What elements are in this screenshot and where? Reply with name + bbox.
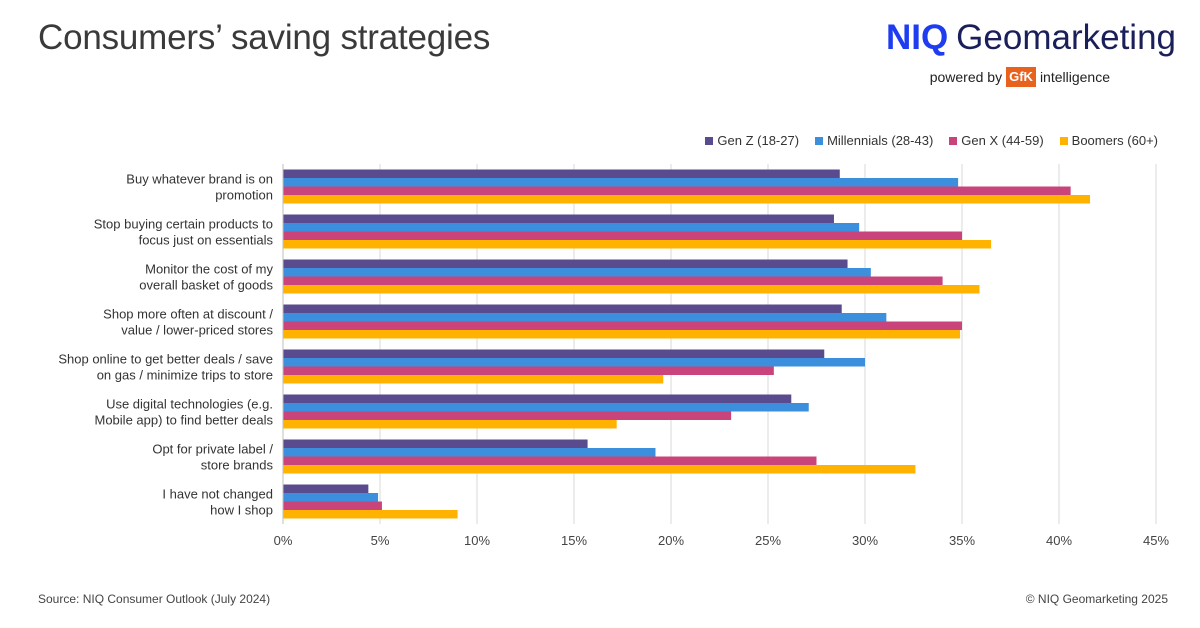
- x-tick-label: 10%: [464, 533, 490, 548]
- bar: [283, 195, 1091, 204]
- y-category-label: on gas / minimize trips to store: [97, 368, 273, 383]
- legend-item: Gen Z (18-27): [705, 133, 799, 148]
- bar: [283, 394, 792, 403]
- bar: [283, 276, 943, 285]
- legend-label: Gen X (44-59): [961, 133, 1044, 148]
- legend-item: Gen X (44-59): [949, 133, 1044, 148]
- x-tick-label: 40%: [1046, 533, 1072, 548]
- x-tick-label: 15%: [561, 533, 587, 548]
- legend-label: Gen Z (18-27): [717, 133, 800, 148]
- legend-swatch: [705, 136, 714, 145]
- bar: [283, 330, 961, 339]
- brand-tagline: powered by GfK intelligence: [886, 67, 1176, 87]
- bar: [283, 313, 887, 322]
- legend-item: Millennials (28-43): [815, 133, 933, 148]
- bar: [283, 366, 774, 375]
- bar: [283, 285, 980, 294]
- y-category-label: store brands: [201, 458, 274, 473]
- chart-legend: Gen Z (18-27) Millennials (28-43) Gen X (4…: [705, 133, 1158, 148]
- bar: [283, 448, 656, 457]
- bar: [283, 484, 369, 493]
- y-category-label: I have not changed: [162, 487, 273, 502]
- legend-swatch: [949, 136, 958, 145]
- bar: [283, 403, 809, 412]
- y-category-label: promotion: [215, 188, 273, 203]
- bar: [283, 214, 834, 223]
- gfk-logo: GfK: [1006, 67, 1036, 87]
- brand-logo: NIQ Geomarketing powered by GfK intellige…: [886, 20, 1176, 87]
- bar: [283, 358, 865, 367]
- legend-item: Boomers (60+): [1059, 133, 1158, 148]
- y-category-label: Mobile app) to find better deals: [95, 413, 274, 428]
- x-tick-label: 0%: [274, 533, 293, 548]
- bar: [283, 411, 732, 420]
- bar: [283, 510, 458, 519]
- x-tick-label: 25%: [755, 533, 781, 548]
- x-tick-label: 45%: [1143, 533, 1169, 548]
- bar: [283, 231, 962, 240]
- bar: [283, 501, 382, 510]
- y-category-label: value / lower-priced stores: [121, 323, 273, 338]
- powered-by-text: powered by: [929, 68, 1003, 85]
- copyright-note: © NIQ Geomarketing 2025: [1025, 592, 1168, 606]
- y-category-label: Buy whatever brand is on: [126, 172, 273, 187]
- bar: [283, 268, 871, 277]
- bar: [283, 465, 916, 474]
- legend-swatch: [1059, 136, 1068, 145]
- brand-wordmark: NIQ Geomarketing: [886, 20, 1176, 55]
- intelligence-text: intelligence: [1039, 68, 1110, 85]
- legend-swatch: [815, 136, 824, 145]
- y-category-label: Shop online to get better deals / save: [58, 352, 273, 367]
- bar: [283, 375, 664, 384]
- bar: [283, 321, 962, 330]
- x-tick-label: 5%: [371, 533, 390, 548]
- bar: [283, 223, 860, 232]
- bar: [283, 178, 959, 187]
- bar: [283, 259, 848, 268]
- y-category-label: Shop more often at discount /: [103, 307, 273, 322]
- bar: [283, 186, 1071, 195]
- bar: [283, 456, 817, 465]
- x-tick-label: 30%: [852, 533, 878, 548]
- brand-niq: NIQ: [885, 18, 949, 57]
- y-category-label: overall basket of goods: [139, 278, 273, 293]
- source-note: Source: NIQ Consumer Outlook (July 2024): [38, 592, 271, 606]
- legend-label: Millennials (28-43): [827, 133, 934, 148]
- y-category-label: Use digital technologies (e.g.: [106, 397, 273, 412]
- y-category-label: Opt for private label /: [152, 442, 273, 457]
- bar: [283, 439, 588, 448]
- bar: [283, 493, 379, 502]
- bar: [283, 304, 842, 313]
- bar: [283, 349, 825, 358]
- y-category-label: Monitor the cost of my: [145, 262, 273, 277]
- x-tick-label: 20%: [658, 533, 684, 548]
- y-category-label: focus just on essentials: [139, 233, 274, 248]
- x-tick-label: 35%: [949, 533, 975, 548]
- bar: [283, 420, 617, 429]
- bar: [283, 169, 840, 178]
- bar: [283, 240, 992, 249]
- page-title: Consumers’ saving strategies: [38, 18, 491, 57]
- brand-name: Geomarketing: [956, 18, 1176, 57]
- y-category-label: Stop buying certain products to: [94, 217, 273, 232]
- legend-label: Boomers (60+): [1071, 133, 1158, 148]
- y-category-label: how I shop: [210, 503, 273, 518]
